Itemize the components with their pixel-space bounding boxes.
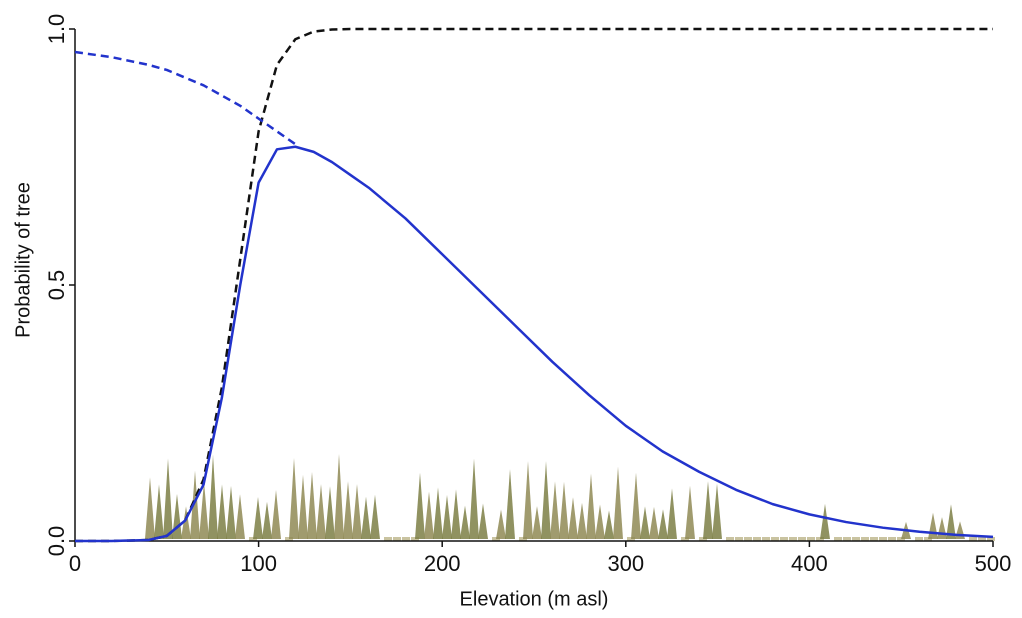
tree [451,489,461,539]
ground-shrub [384,537,392,541]
tree [577,502,587,539]
tree [199,481,209,539]
tree [424,491,434,539]
tree [352,483,362,539]
tree [649,506,659,539]
tree [307,471,317,539]
tree [172,493,182,539]
x-tick-label: 0 [69,551,81,576]
ground-shrub [726,537,734,541]
tree [523,461,533,539]
tree [667,488,677,539]
ground-shrub [879,537,887,541]
tree [685,485,695,539]
y-tick-label: 0.0 [44,526,69,557]
tree [559,481,569,539]
tree [595,504,605,539]
ground-shrub [978,537,986,541]
x-tick-label: 300 [607,551,644,576]
tree [946,504,956,539]
x-axis-title: Elevation (m asl) [460,588,609,610]
ground-shrub [753,537,761,541]
tree [433,487,443,539]
tree [334,453,344,539]
ground-shrub [789,537,797,541]
ground-shrub [861,537,869,541]
ground-shrub [744,537,752,541]
tree [370,494,380,539]
tree [496,509,506,539]
tree [262,501,272,539]
tree [361,496,371,539]
tree [181,506,191,539]
y-tick-label: 0.5 [44,270,69,301]
tree [190,470,200,539]
tree [316,483,326,539]
tree [640,506,650,539]
tree [937,517,947,539]
ground-shrub [834,537,842,541]
tree [631,472,641,539]
tree [343,481,353,539]
tree [712,483,722,539]
tree [208,454,218,539]
x-tick-label: 100 [240,551,277,576]
tree [613,466,623,539]
y-axis-title: Probability of tree [12,182,34,338]
tree [586,473,596,539]
tree [226,485,236,539]
ground-shrub [852,537,860,541]
tree [298,474,308,539]
x-tick-label: 400 [791,551,828,576]
tree [154,484,164,539]
tree-illustration [145,453,995,541]
ground-shrub [402,537,410,541]
ground-shrub [771,537,779,541]
tree [928,512,938,539]
tree [658,509,668,539]
series-line [74,50,297,146]
tree [469,458,479,539]
series-line [75,145,994,543]
tree [460,505,470,539]
tree [532,506,542,539]
tree [604,510,614,539]
tree [253,497,263,539]
tree [271,489,281,539]
tree [217,484,227,539]
ground-shrub [969,537,977,541]
tree [442,494,452,539]
tree [235,494,245,539]
tree [541,461,551,539]
x-tick-label: 200 [424,551,461,576]
tree [145,477,155,539]
tree [289,457,299,539]
ground-shrub [762,537,770,541]
ground-shrub [888,537,896,541]
ground-shrub [987,537,995,541]
ground-shrub [807,537,815,541]
tree [820,503,830,539]
tree [703,481,713,539]
tree [505,469,515,539]
ground-shrub [843,537,851,541]
tree [163,458,173,539]
tree [568,497,578,539]
ground-shrub [393,537,401,541]
tree [478,503,488,539]
ground-shrub [915,537,923,541]
tree [415,472,425,539]
ground-shrub [870,537,878,541]
ground-shrub [798,537,806,541]
ground-shrub [780,537,788,541]
y-tick-label: 1.0 [44,14,69,45]
ground-shrub [735,537,743,541]
x-tick-label: 500 [975,551,1012,576]
tree [550,481,560,539]
tree [325,486,335,539]
